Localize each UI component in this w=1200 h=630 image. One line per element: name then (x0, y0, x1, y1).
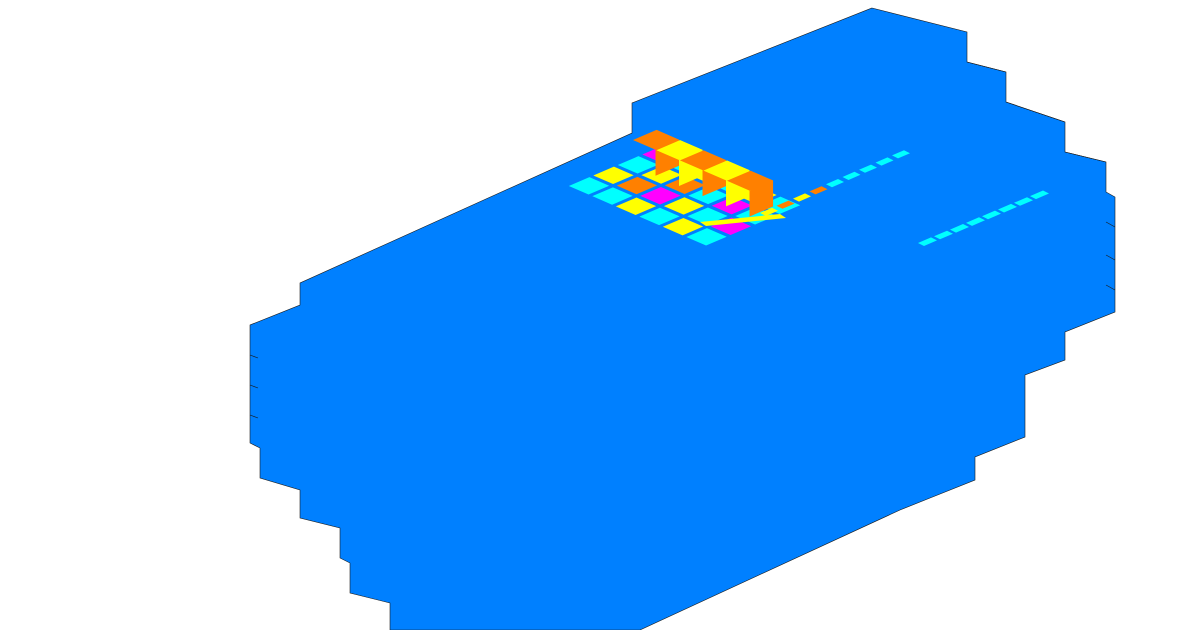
raised-block-top-yellow (703, 160, 750, 181)
grid-tile-cyan (687, 207, 728, 225)
body-ledge-line (966, 61, 1007, 73)
grid-tile-cyan (592, 187, 633, 205)
rod-segment (950, 224, 969, 233)
rod-segment (1030, 190, 1049, 200)
grid-tile-magenta (640, 187, 681, 205)
body-ledge-line (249, 414, 259, 419)
channel-tile-cyan (859, 164, 877, 173)
raised-block-top-yellow (656, 140, 703, 160)
channel-tile-yellow (793, 193, 811, 202)
grid-tile-yellow (593, 166, 634, 185)
channel-tile-cyan (875, 157, 894, 166)
grid-tile-cyan (639, 207, 680, 226)
channel-connector (700, 214, 786, 226)
voxel-body-surface (249, 7, 1116, 630)
channel-tile-orange (776, 200, 795, 209)
channel-tile-strip (700, 150, 910, 226)
rod-segment (998, 203, 1017, 213)
grid-tile-yellow (615, 197, 657, 215)
channel-tile-orange (809, 186, 828, 195)
raised-block-top-orange (632, 129, 680, 150)
voxel-body (249, 7, 1116, 630)
grid-tile-yellow (662, 217, 704, 236)
rod-segment (1014, 197, 1033, 206)
grid-tile-cyan (686, 228, 727, 246)
channel-tile-cyan (842, 171, 861, 180)
body-ledge-line (249, 384, 259, 389)
raised-block-row (632, 129, 774, 217)
body-ledge-line (1005, 101, 1066, 123)
body-ledge-line (249, 354, 259, 359)
channel-tile-yellow (760, 207, 778, 216)
rod-segment (966, 217, 985, 226)
grid-tile-cyan (568, 177, 610, 195)
rod-segment (982, 210, 1001, 220)
grid-tile-orange (664, 176, 706, 194)
body-ledge-line (1105, 254, 1116, 261)
rod-segment (934, 230, 953, 240)
body-ledge-line (1064, 151, 1107, 163)
grid-tile-orange (616, 176, 658, 195)
grid-tile-yellow (641, 166, 682, 184)
grid-tile-yellow (663, 197, 705, 215)
channel-tile-cyan (892, 150, 910, 159)
raised-block-front-orange (749, 180, 774, 217)
cyan-rod (918, 190, 1049, 246)
channel-tile-cyan (826, 179, 844, 188)
raised-block-top-orange (726, 170, 774, 191)
raised-block-top-orange (679, 150, 727, 171)
grid-tile-cyan (688, 186, 729, 205)
body-ledge-line (1105, 221, 1116, 228)
grid-tile-cyan (617, 156, 659, 174)
grid-tile-magenta (711, 196, 753, 215)
body-ledge-line (1105, 284, 1116, 291)
rod-segment (918, 237, 937, 246)
